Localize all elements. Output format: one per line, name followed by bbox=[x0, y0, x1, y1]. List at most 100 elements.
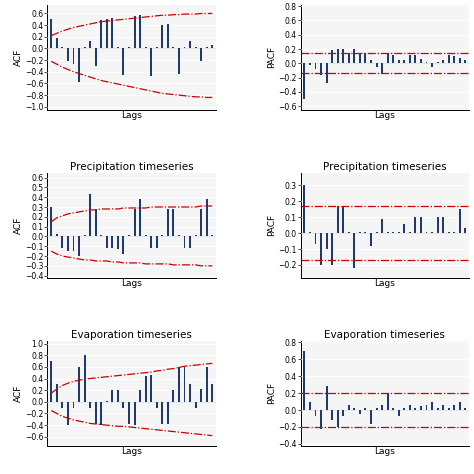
Bar bbox=[139, 390, 141, 402]
X-axis label: Lags: Lags bbox=[121, 447, 142, 456]
Bar bbox=[398, 231, 400, 233]
Bar bbox=[56, 384, 58, 402]
Bar bbox=[106, 401, 108, 402]
Bar bbox=[354, 233, 356, 268]
Bar bbox=[398, 410, 400, 416]
Bar bbox=[183, 237, 185, 248]
Bar bbox=[139, 199, 141, 237]
Bar bbox=[95, 48, 97, 66]
Bar bbox=[309, 64, 311, 65]
Y-axis label: PACF: PACF bbox=[267, 46, 276, 68]
Bar bbox=[370, 410, 372, 424]
Bar bbox=[106, 237, 108, 248]
Bar bbox=[150, 48, 152, 76]
Bar bbox=[420, 406, 422, 410]
Bar bbox=[173, 209, 174, 237]
Bar bbox=[73, 48, 74, 64]
Bar bbox=[414, 408, 416, 410]
Bar bbox=[309, 401, 311, 410]
Bar bbox=[331, 233, 333, 265]
Bar bbox=[420, 217, 422, 233]
Bar bbox=[89, 42, 91, 48]
Bar bbox=[89, 194, 91, 237]
Bar bbox=[426, 62, 428, 64]
Bar bbox=[111, 390, 113, 402]
Bar bbox=[403, 408, 405, 410]
Bar bbox=[320, 233, 322, 265]
X-axis label: Lags: Lags bbox=[374, 279, 395, 288]
Bar bbox=[320, 410, 322, 428]
Bar bbox=[392, 231, 394, 233]
Bar bbox=[122, 237, 124, 254]
Bar bbox=[117, 390, 119, 402]
Bar bbox=[128, 402, 130, 424]
Bar bbox=[409, 231, 411, 233]
Bar bbox=[437, 62, 438, 64]
Bar bbox=[200, 209, 202, 237]
Bar bbox=[78, 48, 80, 82]
Bar bbox=[331, 50, 333, 64]
Bar bbox=[448, 408, 450, 410]
X-axis label: Lags: Lags bbox=[374, 447, 395, 456]
Bar bbox=[459, 209, 461, 233]
Bar bbox=[392, 55, 394, 64]
Bar bbox=[381, 219, 383, 233]
Bar bbox=[167, 209, 169, 237]
Bar bbox=[437, 217, 438, 233]
Bar bbox=[315, 410, 317, 416]
Bar bbox=[303, 351, 305, 410]
Bar bbox=[145, 375, 146, 402]
Bar bbox=[161, 236, 163, 237]
Bar bbox=[50, 361, 52, 402]
Bar bbox=[161, 402, 163, 424]
Bar bbox=[370, 60, 372, 64]
Bar bbox=[78, 367, 80, 402]
Y-axis label: ACF: ACF bbox=[14, 217, 23, 234]
Bar bbox=[459, 58, 461, 64]
Bar bbox=[348, 405, 350, 410]
Bar bbox=[139, 15, 141, 48]
Bar bbox=[375, 408, 377, 410]
Bar bbox=[67, 402, 69, 425]
Bar bbox=[420, 59, 422, 64]
Bar bbox=[453, 405, 455, 410]
Bar bbox=[145, 47, 146, 48]
Bar bbox=[342, 410, 344, 416]
Bar bbox=[167, 24, 169, 48]
Bar bbox=[122, 402, 124, 408]
Bar bbox=[342, 206, 344, 233]
Bar bbox=[326, 233, 328, 249]
Bar bbox=[348, 53, 350, 64]
Bar bbox=[122, 48, 124, 75]
Bar bbox=[342, 49, 344, 64]
Bar bbox=[73, 402, 74, 408]
Bar bbox=[83, 355, 86, 402]
Bar bbox=[173, 47, 174, 48]
Bar bbox=[156, 402, 158, 408]
Bar bbox=[134, 402, 136, 425]
Bar bbox=[178, 48, 180, 73]
Bar bbox=[326, 386, 328, 410]
Bar bbox=[62, 402, 64, 408]
Y-axis label: PACF: PACF bbox=[267, 382, 276, 404]
Bar bbox=[56, 38, 58, 48]
Bar bbox=[156, 237, 158, 248]
Bar bbox=[145, 236, 146, 237]
Bar bbox=[426, 405, 428, 410]
Bar bbox=[359, 53, 361, 64]
Bar bbox=[62, 237, 64, 248]
Bar bbox=[370, 233, 372, 246]
Bar bbox=[167, 402, 169, 424]
Bar bbox=[414, 55, 416, 64]
Bar bbox=[78, 237, 80, 256]
Bar bbox=[414, 217, 416, 233]
Bar bbox=[448, 55, 450, 64]
Bar bbox=[189, 384, 191, 402]
Bar bbox=[387, 231, 389, 233]
Bar bbox=[67, 48, 69, 61]
Bar bbox=[83, 47, 86, 48]
X-axis label: Lags: Lags bbox=[121, 279, 142, 288]
Bar bbox=[106, 19, 108, 48]
Bar bbox=[309, 231, 311, 233]
Bar bbox=[465, 60, 466, 64]
